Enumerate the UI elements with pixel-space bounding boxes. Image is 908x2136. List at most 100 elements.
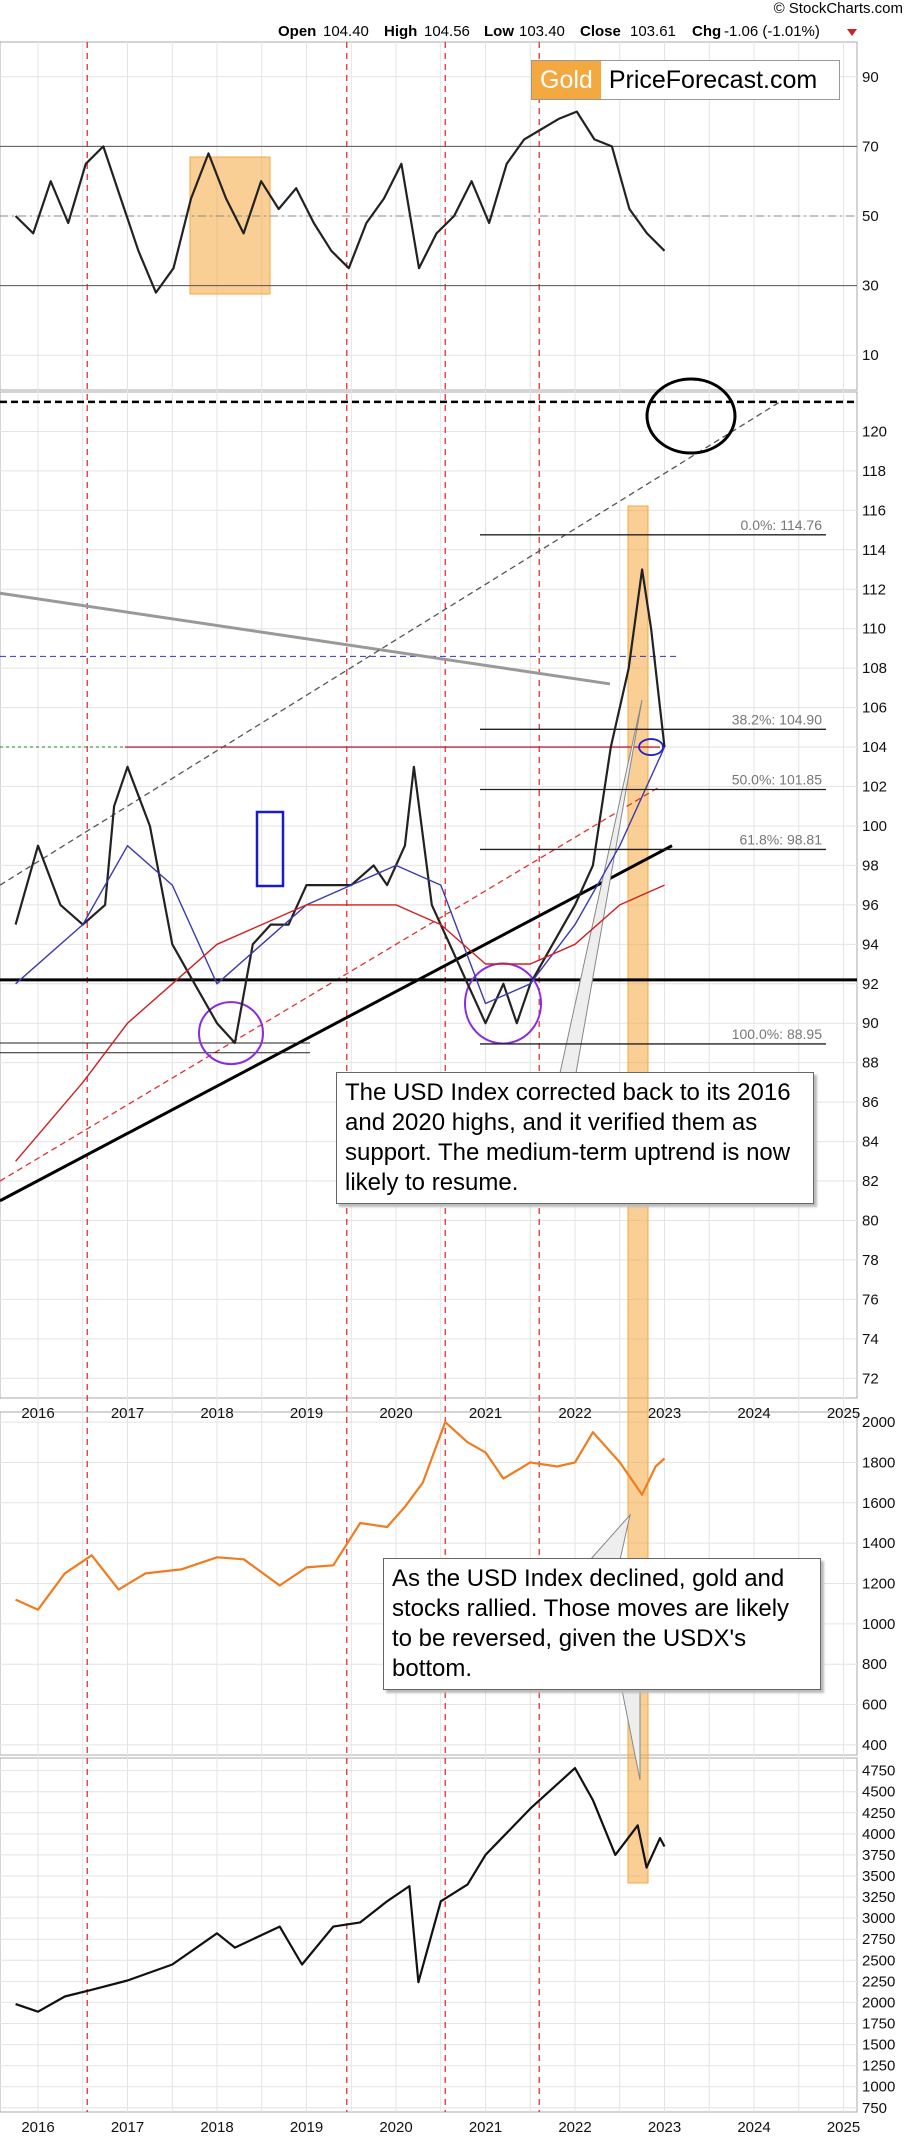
fib-level-label: 100.0%: 88.95 (732, 1026, 823, 1042)
x-tick-label: 2017 (111, 2119, 144, 2136)
y-tick-label: 104 (862, 739, 887, 756)
y-tick-label: 120 (862, 423, 887, 440)
y-tick-label: 102 (862, 779, 887, 796)
y-tick-label: 98 (862, 857, 879, 874)
y-tick-label: 2000 (862, 1414, 895, 1431)
y-tick-label: 90 (862, 69, 879, 86)
y-tick-label: 78 (862, 1252, 879, 1269)
y-tick-label: 88 (862, 1055, 879, 1072)
purple-circle-2018 (198, 1001, 264, 1066)
y-tick-label: 106 (862, 700, 887, 717)
trendlines (0, 145, 857, 1781)
usd-callout: The USD Index corrected back to its 2016… (336, 1072, 814, 1204)
fib-level-label: 50.0%: 101.85 (732, 771, 823, 787)
ohlc-readout: Open 104.40 High 104.56 Low 103.40 Close… (278, 23, 857, 40)
y-tick-label: 4500 (862, 1784, 895, 1801)
fib-level-label: 0.0%: 114.76 (741, 517, 823, 533)
y-tick-label: 2000 (862, 1994, 895, 2011)
y-tick-label: 3250 (862, 1889, 895, 1906)
y-tick-label: 50 (862, 208, 879, 225)
target-circle (645, 377, 737, 455)
fib-level-label: 38.2%: 104.90 (732, 711, 823, 727)
y-tick-label: 3000 (862, 1910, 895, 1927)
series-line-usd-index-0 (14, 568, 666, 1044)
y-tick-label: 4750 (862, 1763, 895, 1780)
y-tick-label: 76 (862, 1291, 879, 1308)
blue-oval-marker (638, 738, 664, 756)
x-tick-label: 2020 (379, 2119, 412, 2136)
y-tick-label: 82 (862, 1173, 879, 1190)
x-tick-label: 2024 (737, 2119, 770, 2136)
black-uptrend-line (0, 844, 673, 1203)
series-line-gold-0 (15, 1421, 666, 1611)
y-tick-label: 4250 (862, 1805, 895, 1822)
x-tick-label: 2022 (558, 1405, 591, 1422)
y-tick-label: 1500 (862, 2037, 895, 2054)
x-tick-label: 2018 (200, 2119, 233, 2136)
x-tick-label: 2025 (827, 1405, 860, 1422)
y-tick-label: 70 (862, 138, 879, 155)
close-value: 103.61 (630, 23, 676, 40)
series-line-stocks-0 (15, 1767, 666, 2013)
x-tick-label: 2021 (469, 2119, 502, 2136)
y-tick-label: 1200 (862, 1576, 895, 1593)
x-tick-label: 2018 (200, 1405, 233, 1422)
y-tick-label: 74 (862, 1331, 879, 1348)
series-line-usd-index-2 (15, 884, 665, 1162)
declining-trendline (0, 591, 611, 686)
y-tick-label: 400 (862, 1737, 887, 1754)
y-tick-label: 1000 (862, 2079, 895, 2096)
y-tick-label: 1400 (862, 1535, 895, 1552)
blue-box-marker (255, 810, 285, 888)
x-tick-label: 2025 (827, 2119, 860, 2136)
x-tick-label: 2023 (648, 2119, 681, 2136)
y-tick-label: 1750 (862, 2016, 895, 2033)
y-tick-label: 1800 (862, 1454, 895, 1471)
y-tick-label: 114 (862, 542, 886, 559)
y-tick-label: 86 (862, 1094, 879, 1111)
y-tick-label: 96 (862, 897, 879, 914)
panel-frame-usd-index (0, 391, 858, 1399)
x-tick-label: 2023 (648, 1405, 681, 1422)
y-tick-label: 3500 (862, 1868, 895, 1885)
x-tick-label: 2019 (290, 1405, 323, 1422)
axis-ticks: 10 30 50 70 90 72 74 76 78 80 82 84 86 88 90 92 94 96 98 10… (21, 69, 895, 2136)
brand-logo: Gold PriceForecast.com (531, 60, 840, 100)
series-line-indicator-0 (14, 110, 666, 294)
y-tick-label: 2250 (862, 1973, 895, 1990)
x-tick-label: 2016 (21, 1405, 54, 1422)
y-tick-label: 2500 (862, 1952, 895, 1969)
gold-callout: As the USD Index declined, gold and stoc… (383, 1558, 821, 1690)
low-label: Low (484, 23, 514, 40)
x-tick-label: 2022 (558, 2119, 591, 2136)
y-tick-label: 72 (862, 1370, 879, 1387)
high-value: 104.56 (424, 23, 470, 40)
y-tick-label: 800 (862, 1656, 887, 1673)
series-line-usd-index-1 (15, 746, 666, 1005)
x-tick-label: 2017 (111, 1405, 144, 1422)
gold-callout-pointer-up (588, 1513, 631, 1561)
y-tick-label: 2750 (862, 1931, 895, 1948)
logo-site-word: PriceForecast.com (608, 65, 818, 94)
x-tick-label: 2019 (290, 2119, 323, 2136)
y-tick-label: 1600 (862, 1495, 895, 1512)
open-label: Open (278, 23, 316, 40)
y-tick-label: 92 (862, 976, 879, 993)
y-tick-label: 750 (862, 2100, 887, 2117)
long-dashed-uptrend (0, 401, 781, 886)
x-tick-label: 2016 (21, 2119, 54, 2136)
chg-label: Chg (692, 23, 721, 40)
high-label: High (384, 23, 417, 40)
x-tick-label: 2020 (379, 1405, 412, 1422)
panel-frame-stocks (0, 1757, 858, 2113)
y-tick-label: 108 (862, 660, 887, 677)
fib-level-label: 61.8%: 98.81 (739, 831, 822, 847)
red-dashed-uptrend (0, 785, 661, 1182)
y-tick-label: 84 (862, 1134, 879, 1151)
y-tick-label: 600 (862, 1697, 887, 1714)
y-tick-label: 118 (862, 463, 886, 480)
y-tick-label: 90 (862, 1015, 879, 1032)
low-value: 103.40 (519, 23, 565, 40)
copyright-label: © StockCharts.com (774, 0, 903, 17)
